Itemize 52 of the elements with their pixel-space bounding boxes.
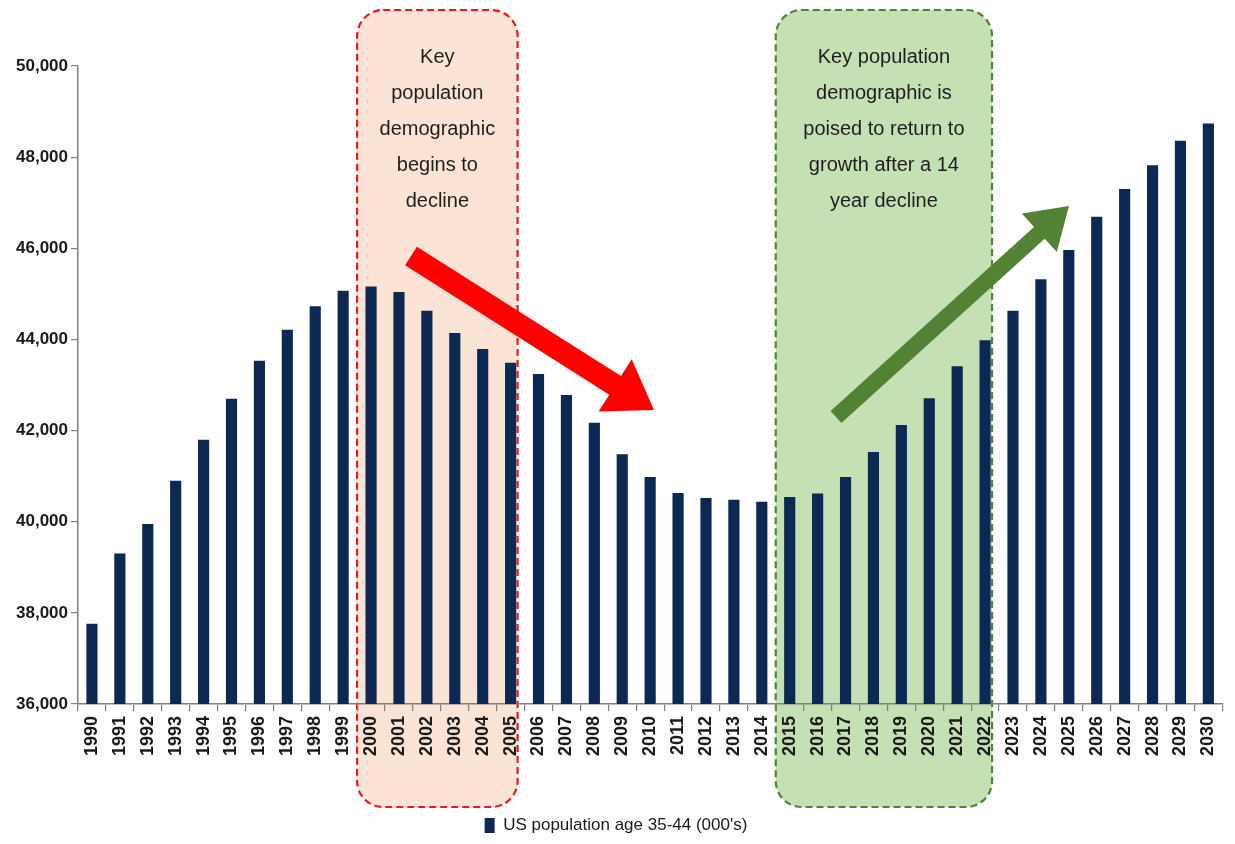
x-tick-label: 1991 <box>108 716 129 757</box>
x-tick-label: 2017 <box>834 716 855 757</box>
x-tick-label: 2011 <box>667 716 688 756</box>
y-tick-label: 40,000 <box>16 511 68 531</box>
x-tick-label: 2018 <box>862 716 883 757</box>
x-tick-label: 2003 <box>443 716 464 757</box>
y-tick-label: 38,000 <box>16 602 68 622</box>
x-tick-label: 2006 <box>527 716 548 757</box>
legend-label: US population age 35-44 (000's) <box>503 815 748 835</box>
x-tick-label: 2015 <box>778 716 799 757</box>
x-tick-label: 1994 <box>192 716 213 757</box>
x-tick-label: 1992 <box>136 716 157 757</box>
x-tick-label: 2004 <box>471 716 492 757</box>
y-tick-label: 50,000 <box>16 55 68 75</box>
x-tick-label: 1993 <box>164 716 185 757</box>
x-tick-label: 1999 <box>332 716 353 757</box>
x-tick-label: 2014 <box>750 716 771 757</box>
x-tick-label: 1996 <box>248 716 269 757</box>
x-tick-label: 2002 <box>415 716 436 757</box>
x-tick-label: 2028 <box>1141 716 1162 757</box>
x-tick-label: 2029 <box>1169 716 1190 757</box>
x-tick-label: 1998 <box>304 716 325 757</box>
x-tick-label: 2012 <box>694 716 715 757</box>
x-tick-label: 2020 <box>918 716 939 757</box>
x-tick-label: 2010 <box>639 716 660 757</box>
x-tick-label: 2013 <box>722 716 743 757</box>
x-tick-label: 2023 <box>1001 716 1022 757</box>
x-tick-label: 1995 <box>220 716 241 757</box>
x-tick-label: 2030 <box>1197 716 1218 757</box>
x-tick-label: 1990 <box>80 716 101 757</box>
x-tick-label: 2019 <box>890 716 911 757</box>
x-tick-label: 2022 <box>974 716 995 757</box>
y-tick-label: 46,000 <box>16 237 68 257</box>
x-tick-label: 2025 <box>1057 716 1078 757</box>
x-tick-label: 2005 <box>499 716 520 757</box>
x-tick-label: 2016 <box>806 716 827 757</box>
band-label: Key population demographic is poised to return to growth after a 14 year decline <box>803 44 965 211</box>
y-tick-label: 42,000 <box>16 420 68 440</box>
x-tick-label: 2027 <box>1113 716 1134 757</box>
x-tick-label: 2000 <box>360 716 381 757</box>
y-tick-label: 44,000 <box>16 329 68 349</box>
y-tick-label: 36,000 <box>16 693 68 713</box>
x-tick-label: 2009 <box>611 716 632 757</box>
x-tick-label: 2021 <box>946 716 967 757</box>
x-tick-label: 1997 <box>276 716 297 757</box>
x-tick-label: 2024 <box>1029 716 1050 757</box>
x-tick-label: 2007 <box>555 716 576 757</box>
x-tick-label: 2026 <box>1085 716 1106 757</box>
x-tick-label: 2001 <box>387 716 408 757</box>
y-tick-label: 48,000 <box>16 146 68 166</box>
band-label: Key population demographic begins to decline <box>379 44 496 211</box>
x-tick-label: 2008 <box>583 716 604 757</box>
